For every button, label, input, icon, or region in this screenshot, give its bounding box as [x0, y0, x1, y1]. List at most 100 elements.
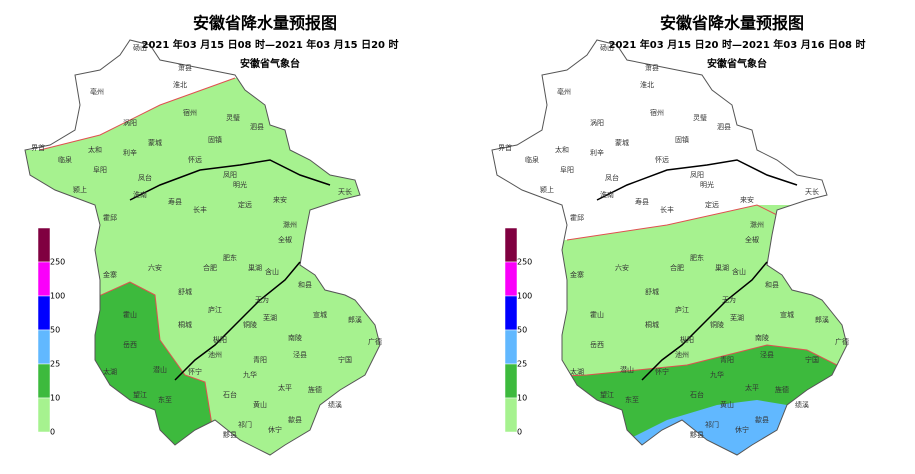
- city-label: 石台: [223, 390, 237, 399]
- city-label: 泾县: [293, 351, 307, 359]
- city-label: 泾县: [760, 351, 774, 359]
- city-label: 宣城: [313, 310, 327, 319]
- city-label: 滁州: [283, 220, 297, 229]
- city-label: 金寨: [103, 270, 117, 279]
- legend-label: 250: [517, 258, 532, 267]
- city-label: 肥东: [223, 253, 237, 262]
- city-label: 怀宁: [655, 367, 669, 376]
- city-label: 来安: [273, 195, 287, 204]
- legend-label: 10: [50, 394, 60, 403]
- city-label: 宿州: [183, 108, 197, 117]
- city-label: 合肥: [670, 263, 684, 272]
- city-label: 六安: [615, 263, 629, 272]
- city-label: 肥东: [690, 253, 704, 262]
- city-label: 怀宁: [188, 367, 202, 376]
- legend-label: 25: [517, 360, 527, 369]
- city-label: 金寨: [570, 270, 584, 279]
- city-label: 涡阳: [590, 118, 604, 127]
- legend-label: 100: [517, 292, 532, 301]
- legend-box: [504, 329, 518, 365]
- city-label: 利辛: [590, 148, 604, 157]
- city-label: 铜陵: [710, 320, 724, 329]
- city-label: 太湖: [570, 367, 584, 376]
- legend-label: 100: [50, 292, 65, 301]
- city-label: 灵璧: [226, 113, 240, 122]
- city-label: 和县: [298, 280, 312, 289]
- city-label: 和县: [765, 280, 779, 289]
- city-label: 寿县: [168, 197, 182, 206]
- city-label: 定远: [705, 200, 719, 209]
- legend-label: 50: [50, 326, 60, 335]
- city-label: 郎溪: [348, 315, 362, 324]
- city-label: 来安: [740, 195, 754, 204]
- city-label: 庐江: [675, 305, 689, 314]
- city-label: 铜陵: [243, 320, 257, 329]
- city-label: 凤阳: [223, 170, 237, 179]
- city-label: 凤台: [605, 173, 619, 182]
- city-label: 怀远: [655, 155, 669, 164]
- legend-label: 0: [50, 428, 55, 437]
- city-label: 望江: [600, 390, 614, 399]
- city-label: 长丰: [660, 205, 674, 214]
- city-label: 合肥: [203, 263, 217, 272]
- city-label: 亳州: [90, 87, 104, 96]
- map-left: [24, 39, 381, 456]
- city-label: 枞阳: [680, 335, 694, 344]
- city-label: 舒城: [645, 287, 659, 296]
- city-label: 潜山: [153, 365, 167, 374]
- city-label: 霍山: [590, 310, 604, 319]
- city-label: 青阳: [253, 355, 267, 364]
- city-label: 霍邱: [103, 214, 117, 222]
- city-label: 芜湖: [730, 313, 744, 322]
- city-label: 太平: [745, 383, 759, 392]
- city-label: 潜山: [620, 365, 634, 374]
- city-label: 太平: [278, 383, 292, 392]
- city-label: 阜阳: [560, 165, 574, 174]
- legend-label: 25: [50, 360, 60, 369]
- city-label: 六安: [148, 263, 162, 272]
- city-label: 明光: [233, 180, 247, 189]
- city-label: 滁州: [750, 220, 764, 229]
- city-label: 太湖: [103, 367, 117, 376]
- city-label: 天长: [338, 187, 352, 196]
- city-label: 利辛: [123, 148, 137, 157]
- city-label: 黟县: [690, 430, 704, 439]
- legend-box: [504, 261, 518, 297]
- map-title: 安徽省降水量预报图: [193, 14, 337, 33]
- city-label: 旌德: [775, 385, 789, 394]
- legend-box: [37, 363, 51, 399]
- city-label: 望江: [133, 390, 147, 399]
- city-label: 宣城: [780, 310, 794, 319]
- city-label: 临泉: [58, 155, 72, 164]
- city-label: 桐城: [645, 320, 659, 329]
- city-label: 淮北: [640, 80, 654, 89]
- city-label: 绩溪: [328, 400, 342, 409]
- city-label: 黄山: [253, 400, 267, 409]
- city-label: 颍上: [73, 185, 87, 194]
- city-label: 宁国: [338, 355, 352, 364]
- legend-box: [37, 295, 51, 331]
- legend-label: 250: [50, 258, 65, 267]
- legend-label: 50: [517, 326, 527, 335]
- legend-box: [37, 397, 51, 433]
- city-label: 南陵: [755, 333, 769, 342]
- city-label: 宿州: [650, 108, 664, 117]
- city-label: 歙县: [288, 415, 302, 424]
- city-label: 郎溪: [815, 315, 829, 324]
- city-label: 休宁: [268, 425, 282, 434]
- city-label: 广德: [368, 337, 382, 346]
- city-label: 涡阳: [123, 118, 137, 127]
- legend-label: 10: [517, 394, 527, 403]
- city-label: 含山: [732, 267, 746, 276]
- legend-box: [37, 227, 51, 263]
- city-label: 无为: [255, 295, 269, 304]
- city-label: 砀山: [133, 43, 147, 52]
- legend-box: [37, 329, 51, 365]
- city-label: 蒙城: [615, 138, 629, 147]
- city-label: 太和: [555, 145, 569, 154]
- city-label: 桐城: [178, 320, 192, 329]
- city-label: 淮南: [133, 190, 147, 199]
- city-label: 石台: [690, 390, 704, 399]
- legend-label: 0: [517, 428, 522, 437]
